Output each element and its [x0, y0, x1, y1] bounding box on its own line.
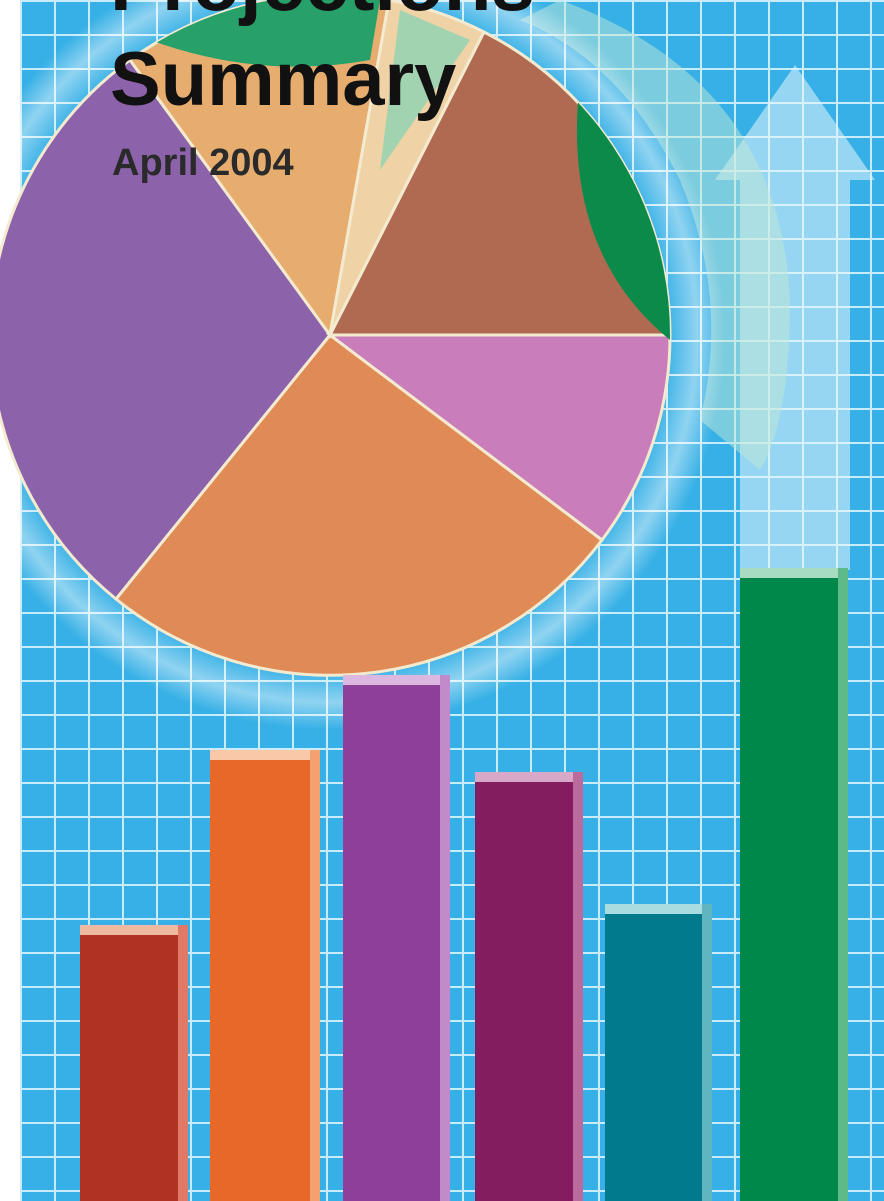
page: Projections Summary April 2004 (() => { …	[0, 0, 884, 1201]
bar	[80, 925, 188, 1201]
cover-illustration: Projections Summary April 2004	[0, 0, 884, 1201]
bar	[475, 772, 583, 1201]
title-line: Projections	[110, 0, 535, 27]
bar-bevel	[702, 904, 712, 1201]
bar-bevel	[80, 925, 188, 935]
bar-bevel	[440, 675, 450, 1201]
bar	[740, 568, 848, 1201]
bar-bevel	[475, 772, 583, 782]
bar-bevel	[740, 568, 848, 578]
bar-bevel	[343, 675, 450, 685]
bar-bevel	[838, 568, 848, 1201]
bar-bevel	[573, 772, 583, 1201]
bar	[605, 904, 712, 1201]
title-line: Summary	[110, 37, 456, 122]
bar-bevel	[210, 750, 320, 760]
bar	[210, 750, 320, 1201]
bar-bevel	[178, 925, 188, 1201]
date: April 2004	[112, 142, 294, 184]
bar-bevel	[310, 750, 320, 1201]
bar	[343, 675, 450, 1201]
bar-bevel	[605, 904, 712, 914]
